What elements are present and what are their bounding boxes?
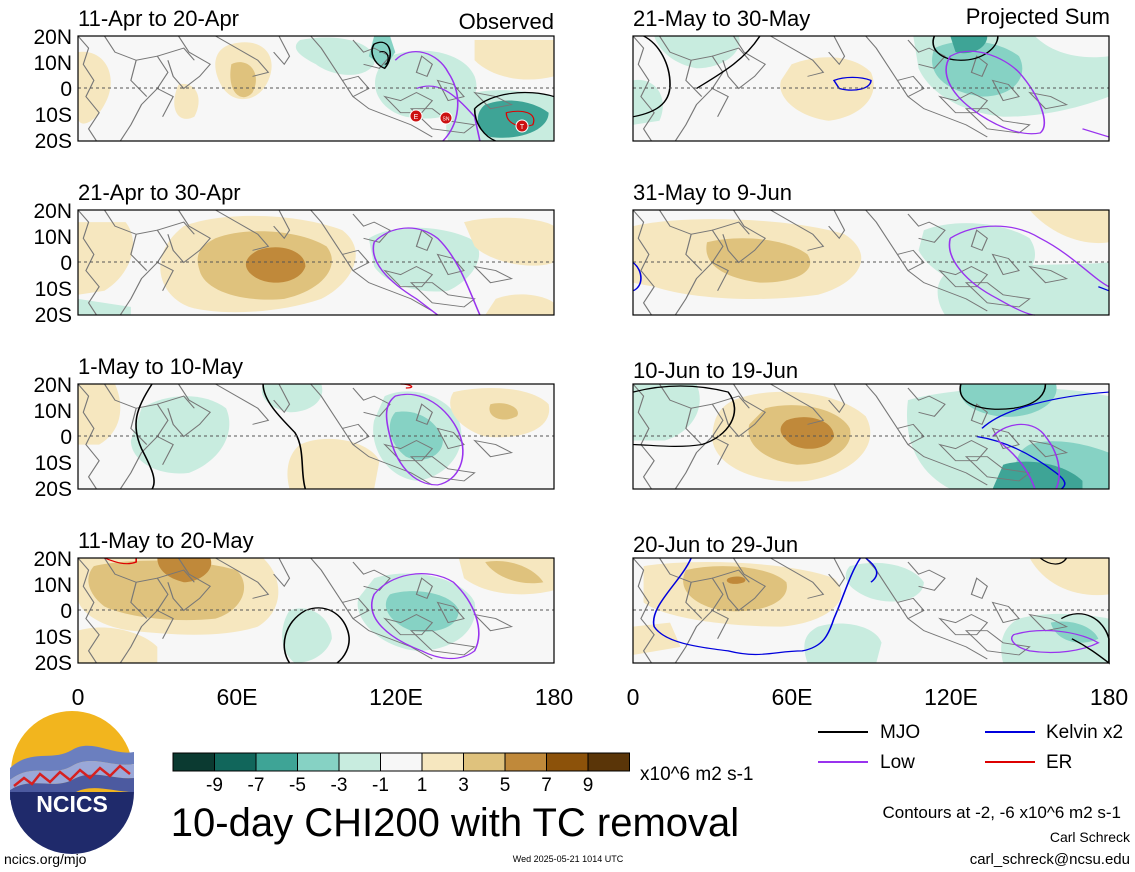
- colorbar-label: 1: [417, 775, 428, 796]
- tc-marker-sn-label: SN: [443, 117, 450, 123]
- colorbar-label: -9: [206, 775, 223, 796]
- colorbar-label: 9: [583, 775, 594, 796]
- lon-label: 0: [72, 684, 85, 710]
- colorbar-swatch: [172, 752, 215, 772]
- contour-legend: MJO Kelvin x2 Low ER: [818, 722, 1123, 773]
- lon-label: 60E: [217, 684, 258, 710]
- panel-title-5: 21-May to 30-May: [633, 6, 810, 31]
- colorbar: -9 -7 -5 -3 -1 1 3 5 7 9 x10^6 m2 s-1: [172, 752, 753, 796]
- tc-marker-sn: SN: [439, 111, 453, 125]
- colorbar-label: 7: [541, 775, 552, 796]
- lat-label: 10N: [33, 52, 72, 75]
- lon-label: 180: [535, 684, 573, 710]
- lat-label: 20S: [35, 478, 72, 501]
- logo-text: NCICS: [36, 791, 108, 817]
- legend-label-er: ER: [1046, 752, 1072, 773]
- tc-marker-t: T: [515, 119, 529, 133]
- colorbar-units: x10^6 m2 s-1: [640, 764, 753, 785]
- lat-label: 20N: [33, 200, 72, 223]
- legend-item-er: ER: [985, 752, 1072, 773]
- lat-label: 20S: [35, 304, 72, 327]
- panel-title-4: 11-May to 20-May: [78, 528, 254, 553]
- lon-label: 120E: [369, 684, 423, 710]
- contour-note: Contours at -2, -6 x10^6 m2 s-1: [882, 803, 1121, 822]
- lon-label: 120E: [924, 684, 978, 710]
- colorbar-swatch: [587, 752, 630, 772]
- panel-title-6: 31-May to 9-Jun: [633, 180, 792, 205]
- lon-label: 0: [627, 684, 640, 710]
- ncics-logo: NCICS: [9, 709, 135, 854]
- map-panel-7: [631, 382, 1110, 491]
- colorbar-swatches: [172, 752, 630, 772]
- map-panel-2: [76, 208, 555, 317]
- colorbar-swatch: [421, 752, 464, 772]
- colorbar-swatch: [338, 752, 381, 772]
- legend-item-kelvin: Kelvin x2: [985, 722, 1123, 743]
- lat-label: 10S: [35, 452, 72, 475]
- colorbar-swatch: [214, 752, 257, 772]
- map-panel-1: E SN T: [76, 34, 555, 143]
- panel-title-7: 10-Jun to 19-Jun: [633, 358, 798, 383]
- lat-label: 20S: [35, 652, 72, 675]
- colorbar-label: 3: [458, 775, 469, 796]
- website-url[interactable]: ncics.org/mjo: [4, 851, 87, 867]
- tc-marker-e: E: [409, 109, 423, 123]
- panel-label-projected: Projected Sum: [966, 4, 1110, 29]
- author-email: carl_schreck@ncsu.edu: [970, 851, 1130, 868]
- legend-label-kelvin: Kelvin x2: [1046, 722, 1123, 743]
- lat-label: 20N: [33, 548, 72, 571]
- panel-title-3: 1-May to 10-May: [78, 354, 243, 379]
- author-name: Carl Schreck: [1050, 829, 1131, 845]
- colorbar-label: 5: [500, 775, 511, 796]
- colorbar-swatch: [504, 752, 547, 772]
- panel-title-8: 20-Jun to 29-Jun: [633, 532, 798, 557]
- colorbar-swatch: [463, 752, 506, 772]
- lat-axis-left: 20N 10N 0 10S 20S 20N 10N 0 10S 20S 20N …: [33, 26, 72, 675]
- timestamp: Wed 2025-05-21 1014 UTC: [513, 854, 624, 864]
- legend-label-low: Low: [880, 752, 915, 773]
- map-panel-6: [631, 208, 1110, 317]
- figure-title: 10-day CHI200 with TC removal: [171, 801, 739, 845]
- colorbar-swatch: [255, 752, 298, 772]
- colorbar-label: -5: [289, 775, 306, 796]
- colorbar-swatch: [380, 752, 423, 772]
- lat-label: 20S: [35, 130, 72, 153]
- lat-label: 20N: [33, 26, 72, 49]
- lat-label: 10N: [33, 226, 72, 249]
- lat-label: 0: [60, 426, 72, 449]
- tc-marker-t-label: T: [520, 124, 525, 131]
- legend-label-mjo: MJO: [880, 722, 920, 743]
- colorbar-labels: -9 -7 -5 -3 -1 1 3 5 7 9: [206, 775, 593, 796]
- map-panel-3: [76, 382, 555, 491]
- colorbar-swatch: [546, 752, 589, 772]
- map-panel-8: [631, 556, 1110, 665]
- colorbar-label: -1: [372, 775, 389, 796]
- panel-label-observed: Observed: [459, 9, 554, 34]
- lat-label: 20N: [33, 374, 72, 397]
- map-panel-4: [76, 556, 555, 665]
- lat-label: 10S: [35, 626, 72, 649]
- lon-axis-right: 0 60E 120E 180: [627, 684, 1129, 710]
- tc-marker-e-label: E: [414, 114, 419, 121]
- lat-label: 10N: [33, 400, 72, 423]
- legend-item-low: Low: [818, 752, 915, 773]
- lat-label: 10S: [35, 104, 72, 127]
- lat-label: 0: [60, 600, 72, 623]
- panel-title-2: 21-Apr to 30-Apr: [78, 180, 241, 205]
- lon-label: 60E: [772, 684, 813, 710]
- map-panel-5: [631, 34, 1110, 143]
- colorbar-swatch: [297, 752, 340, 772]
- colorbar-label: -7: [248, 775, 265, 796]
- lon-label: 180: [1090, 684, 1128, 710]
- legend-item-mjo: MJO: [818, 722, 920, 743]
- lat-label: 0: [60, 252, 72, 275]
- colorbar-label: -3: [331, 775, 348, 796]
- lat-label: 0: [60, 78, 72, 101]
- lat-label: 10N: [33, 574, 72, 597]
- lat-label: 10S: [35, 278, 72, 301]
- panel-title-1: 11-Apr to 20-Apr: [78, 6, 239, 31]
- lon-axis-left: 0 60E 120E 180: [72, 684, 574, 710]
